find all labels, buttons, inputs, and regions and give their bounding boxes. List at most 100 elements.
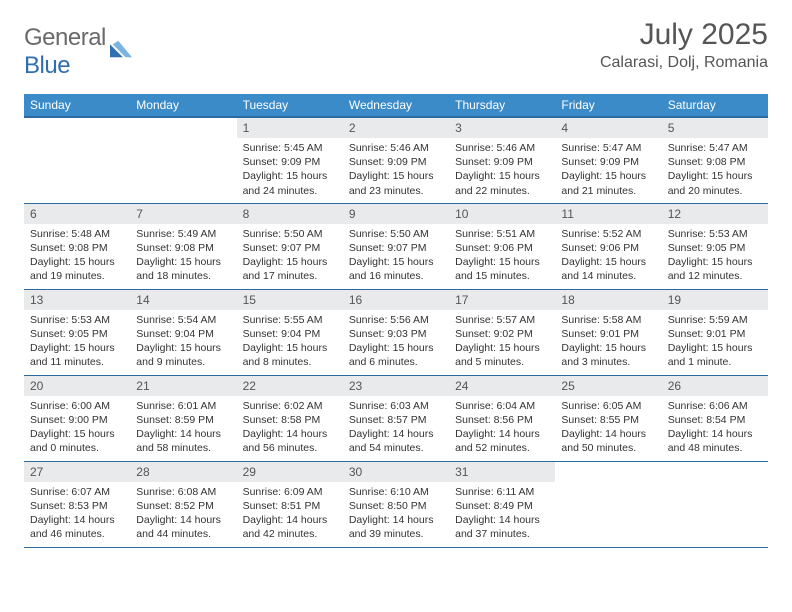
calendar-day-cell: 1Sunrise: 5:45 AMSunset: 9:09 PMDaylight… bbox=[237, 117, 343, 203]
day-sunset: Sunset: 9:09 PM bbox=[349, 155, 443, 169]
calendar-day-cell: 7Sunrise: 5:49 AMSunset: 9:08 PMDaylight… bbox=[130, 203, 236, 289]
weekday-header-row: Sunday Monday Tuesday Wednesday Thursday… bbox=[24, 94, 768, 117]
calendar-week-row: 13Sunrise: 5:53 AMSunset: 9:05 PMDayligh… bbox=[24, 289, 768, 375]
day-d2: and 42 minutes. bbox=[243, 527, 337, 541]
calendar-day-cell: 23Sunrise: 6:03 AMSunset: 8:57 PMDayligh… bbox=[343, 375, 449, 461]
day-d2: and 1 minute. bbox=[668, 355, 762, 369]
calendar-day-cell: 24Sunrise: 6:04 AMSunset: 8:56 PMDayligh… bbox=[449, 375, 555, 461]
calendar-day-cell: 31Sunrise: 6:11 AMSunset: 8:49 PMDayligh… bbox=[449, 461, 555, 547]
day-d2: and 5 minutes. bbox=[455, 355, 549, 369]
calendar-day-cell: 3Sunrise: 5:46 AMSunset: 9:09 PMDaylight… bbox=[449, 117, 555, 203]
day-d1: Daylight: 15 hours bbox=[30, 427, 124, 441]
day-sunrise: Sunrise: 5:59 AM bbox=[668, 313, 762, 327]
day-d1: Daylight: 15 hours bbox=[668, 169, 762, 183]
calendar-day-cell: 20Sunrise: 6:00 AMSunset: 9:00 PMDayligh… bbox=[24, 375, 130, 461]
day-details: Sunrise: 6:05 AMSunset: 8:55 PMDaylight:… bbox=[555, 396, 661, 460]
day-number: 16 bbox=[343, 290, 449, 310]
day-d2: and 15 minutes. bbox=[455, 269, 549, 283]
day-d1: Daylight: 15 hours bbox=[668, 255, 762, 269]
day-d2: and 11 minutes. bbox=[30, 355, 124, 369]
day-d2: and 39 minutes. bbox=[349, 527, 443, 541]
day-sunset: Sunset: 8:53 PM bbox=[30, 499, 124, 513]
day-number: 9 bbox=[343, 204, 449, 224]
calendar-day-cell: 6Sunrise: 5:48 AMSunset: 9:08 PMDaylight… bbox=[24, 203, 130, 289]
day-d2: and 20 minutes. bbox=[668, 184, 762, 198]
month-title: July 2025 bbox=[600, 18, 768, 52]
calendar-day-cell: 12Sunrise: 5:53 AMSunset: 9:05 PMDayligh… bbox=[662, 203, 768, 289]
day-d2: and 17 minutes. bbox=[243, 269, 337, 283]
day-d1: Daylight: 15 hours bbox=[30, 255, 124, 269]
day-number: 24 bbox=[449, 376, 555, 396]
calendar-page: General Blue July 2025 Calarasi, Dolj, R… bbox=[0, 0, 792, 560]
day-sunrise: Sunrise: 5:48 AM bbox=[30, 227, 124, 241]
calendar-day-cell: 2Sunrise: 5:46 AMSunset: 9:09 PMDaylight… bbox=[343, 117, 449, 203]
day-details: Sunrise: 5:58 AMSunset: 9:01 PMDaylight:… bbox=[555, 310, 661, 374]
day-sunrise: Sunrise: 5:55 AM bbox=[243, 313, 337, 327]
day-sunrise: Sunrise: 5:47 AM bbox=[561, 141, 655, 155]
day-sunset: Sunset: 8:52 PM bbox=[136, 499, 230, 513]
day-sunrise: Sunrise: 5:49 AM bbox=[136, 227, 230, 241]
day-sunset: Sunset: 8:55 PM bbox=[561, 413, 655, 427]
day-sunrise: Sunrise: 6:03 AM bbox=[349, 399, 443, 413]
day-details: Sunrise: 5:49 AMSunset: 9:08 PMDaylight:… bbox=[130, 224, 236, 288]
day-d1: Daylight: 14 hours bbox=[349, 427, 443, 441]
day-d2: and 54 minutes. bbox=[349, 441, 443, 455]
day-d1: Daylight: 14 hours bbox=[243, 513, 337, 527]
day-d2: and 18 minutes. bbox=[136, 269, 230, 283]
day-d1: Daylight: 14 hours bbox=[561, 427, 655, 441]
calendar-day-cell bbox=[555, 461, 661, 547]
day-sunrise: Sunrise: 5:56 AM bbox=[349, 313, 443, 327]
day-details: Sunrise: 5:45 AMSunset: 9:09 PMDaylight:… bbox=[237, 138, 343, 202]
day-number: 3 bbox=[449, 118, 555, 138]
day-sunset: Sunset: 9:09 PM bbox=[561, 155, 655, 169]
day-sunset: Sunset: 9:05 PM bbox=[30, 327, 124, 341]
calendar-day-cell: 18Sunrise: 5:58 AMSunset: 9:01 PMDayligh… bbox=[555, 289, 661, 375]
day-details: Sunrise: 6:06 AMSunset: 8:54 PMDaylight:… bbox=[662, 396, 768, 460]
calendar-day-cell: 28Sunrise: 6:08 AMSunset: 8:52 PMDayligh… bbox=[130, 461, 236, 547]
day-sunset: Sunset: 8:58 PM bbox=[243, 413, 337, 427]
day-details: Sunrise: 5:53 AMSunset: 9:05 PMDaylight:… bbox=[662, 224, 768, 288]
day-d2: and 24 minutes. bbox=[243, 184, 337, 198]
day-sunrise: Sunrise: 6:05 AM bbox=[561, 399, 655, 413]
day-sunset: Sunset: 9:08 PM bbox=[136, 241, 230, 255]
day-details: Sunrise: 5:50 AMSunset: 9:07 PMDaylight:… bbox=[237, 224, 343, 288]
day-sunrise: Sunrise: 6:07 AM bbox=[30, 485, 124, 499]
day-sunset: Sunset: 9:06 PM bbox=[455, 241, 549, 255]
day-details: Sunrise: 5:54 AMSunset: 9:04 PMDaylight:… bbox=[130, 310, 236, 374]
day-details: Sunrise: 5:46 AMSunset: 9:09 PMDaylight:… bbox=[449, 138, 555, 202]
day-sunset: Sunset: 9:08 PM bbox=[30, 241, 124, 255]
triangle-icon bbox=[110, 40, 132, 58]
day-number: 20 bbox=[24, 376, 130, 396]
day-details: Sunrise: 5:59 AMSunset: 9:01 PMDaylight:… bbox=[662, 310, 768, 374]
day-sunrise: Sunrise: 5:46 AM bbox=[455, 141, 549, 155]
day-details: Sunrise: 6:03 AMSunset: 8:57 PMDaylight:… bbox=[343, 396, 449, 460]
day-details: Sunrise: 6:08 AMSunset: 8:52 PMDaylight:… bbox=[130, 482, 236, 546]
day-sunrise: Sunrise: 5:45 AM bbox=[243, 141, 337, 155]
day-d1: Daylight: 14 hours bbox=[455, 513, 549, 527]
day-d1: Daylight: 14 hours bbox=[136, 427, 230, 441]
day-d2: and 3 minutes. bbox=[561, 355, 655, 369]
day-sunrise: Sunrise: 6:09 AM bbox=[243, 485, 337, 499]
day-d1: Daylight: 14 hours bbox=[243, 427, 337, 441]
day-number: 30 bbox=[343, 462, 449, 482]
brand-word-1: General bbox=[24, 24, 106, 51]
calendar-day-cell: 5Sunrise: 5:47 AMSunset: 9:08 PMDaylight… bbox=[662, 117, 768, 203]
day-d2: and 48 minutes. bbox=[668, 441, 762, 455]
day-sunrise: Sunrise: 5:47 AM bbox=[668, 141, 762, 155]
day-sunrise: Sunrise: 6:11 AM bbox=[455, 485, 549, 499]
weekday-header: Wednesday bbox=[343, 94, 449, 117]
day-details: Sunrise: 5:55 AMSunset: 9:04 PMDaylight:… bbox=[237, 310, 343, 374]
day-d1: Daylight: 15 hours bbox=[30, 341, 124, 355]
day-number: 17 bbox=[449, 290, 555, 310]
day-number: 22 bbox=[237, 376, 343, 396]
day-number: 4 bbox=[555, 118, 661, 138]
weekday-header: Saturday bbox=[662, 94, 768, 117]
day-details: Sunrise: 5:47 AMSunset: 9:09 PMDaylight:… bbox=[555, 138, 661, 202]
day-sunrise: Sunrise: 5:46 AM bbox=[349, 141, 443, 155]
day-d2: and 8 minutes. bbox=[243, 355, 337, 369]
day-details: Sunrise: 5:51 AMSunset: 9:06 PMDaylight:… bbox=[449, 224, 555, 288]
day-details: Sunrise: 6:09 AMSunset: 8:51 PMDaylight:… bbox=[237, 482, 343, 546]
day-sunrise: Sunrise: 5:52 AM bbox=[561, 227, 655, 241]
calendar-day-cell bbox=[24, 117, 130, 203]
day-details: Sunrise: 5:50 AMSunset: 9:07 PMDaylight:… bbox=[343, 224, 449, 288]
